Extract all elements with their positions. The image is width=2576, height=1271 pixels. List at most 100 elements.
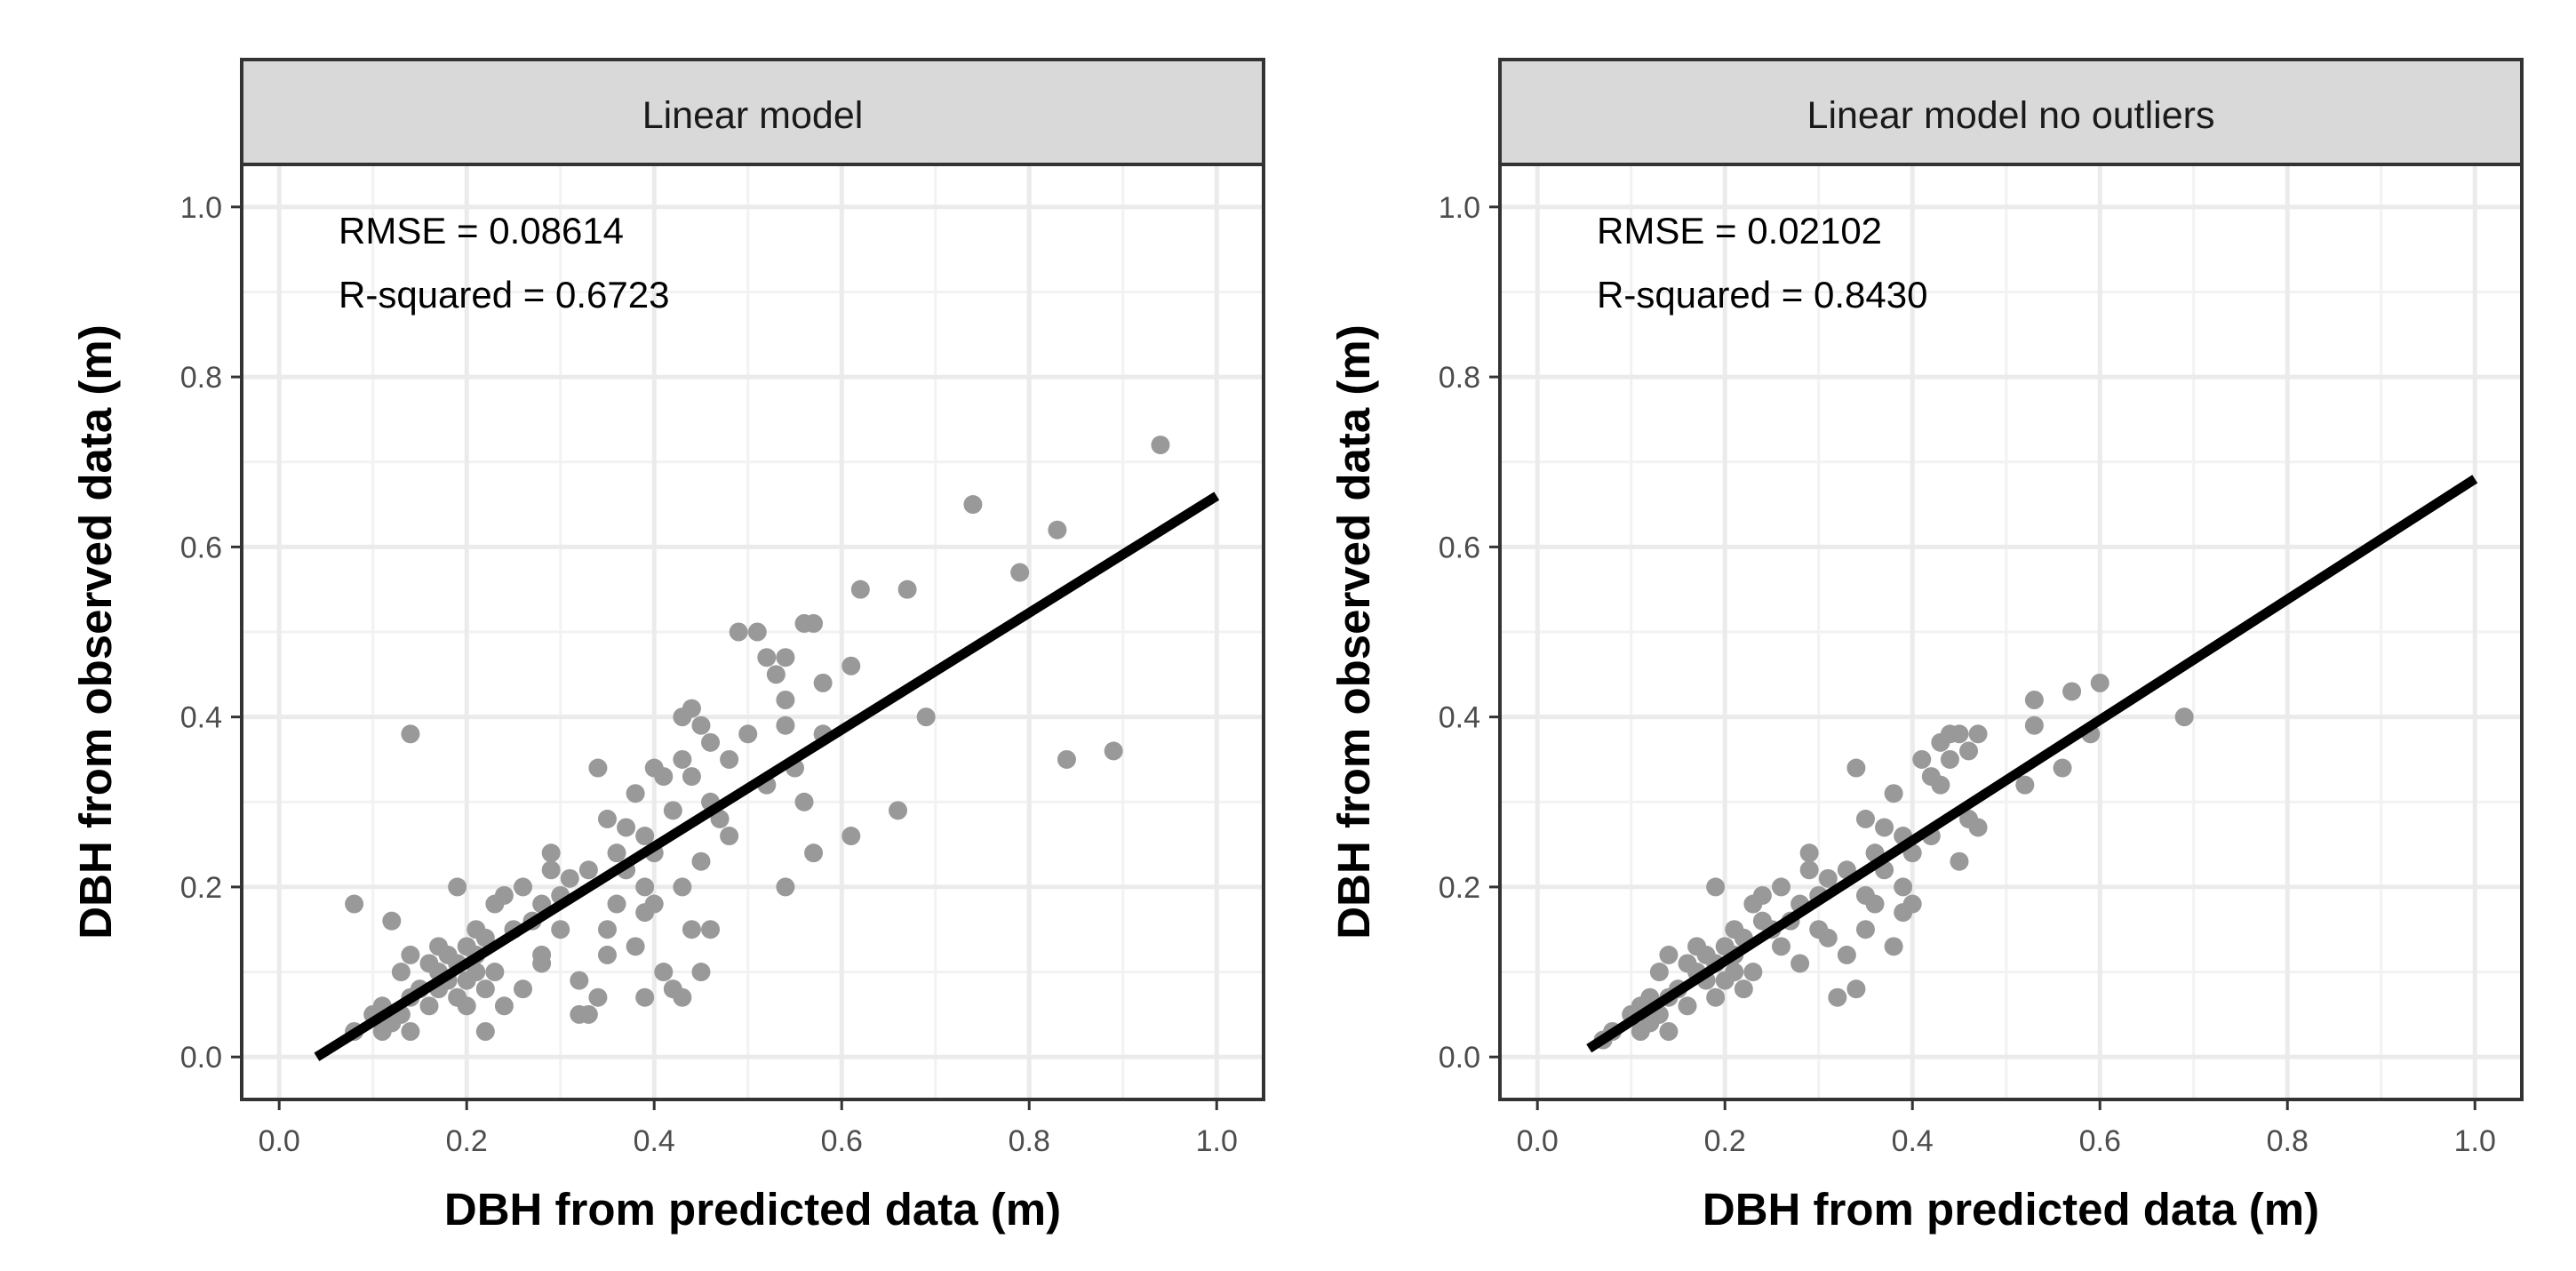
data-point: [682, 699, 701, 718]
data-point: [532, 945, 552, 964]
data-point: [1940, 749, 1959, 769]
data-point: [1894, 877, 1913, 897]
x-tick-label: 1.0: [1196, 1124, 1238, 1158]
strip-background: [1498, 58, 2524, 166]
panel-linear-model-no-outliers: Linear model no outliers RMSE = 0.02102 …: [1328, 58, 2524, 1235]
data-point: [804, 843, 824, 863]
data-point: [757, 648, 777, 667]
data-point: [588, 758, 608, 778]
data-point: [597, 945, 617, 964]
x-tick-label: 0.8: [1009, 1124, 1050, 1158]
data-point: [1790, 954, 1810, 973]
data-point: [850, 580, 870, 599]
data-point: [1678, 996, 1697, 1016]
y-tick-label: 1.0: [1439, 191, 1480, 225]
data-point: [1649, 963, 1669, 982]
data-point: [401, 1021, 420, 1041]
data-point: [578, 860, 598, 880]
data-point: [1010, 563, 1030, 582]
data-point: [485, 963, 505, 982]
data-point: [729, 622, 748, 642]
data-point: [776, 648, 795, 667]
data-point: [654, 767, 674, 787]
data-point: [494, 885, 514, 905]
y-tick-label: 0.0: [180, 1041, 222, 1075]
data-point: [1706, 877, 1726, 897]
y-axis: 0.0 0.2 0.4 0.6 0.8 1.0: [1439, 191, 1500, 1075]
data-point: [607, 843, 626, 863]
data-point: [494, 996, 514, 1016]
data-point: [644, 894, 664, 914]
data-point: [2090, 673, 2109, 692]
data-point: [776, 877, 795, 897]
data-point: [738, 724, 758, 744]
data-point: [2062, 682, 2082, 701]
data-point: [448, 877, 467, 897]
y-tick-label: 1.0: [180, 191, 222, 225]
data-point: [663, 801, 682, 820]
data-point: [401, 945, 420, 964]
data-point: [1706, 987, 1726, 1007]
data-point: [1884, 937, 1903, 956]
data-point: [1846, 758, 1866, 778]
data-point: [391, 963, 411, 982]
data-point: [1855, 809, 1875, 828]
data-point: [457, 996, 476, 1016]
data-point: [841, 656, 861, 675]
data-point: [2024, 691, 2044, 710]
panel-title: Linear model: [642, 94, 864, 137]
data-point: [1799, 860, 1819, 880]
data-point: [1950, 851, 1969, 871]
data-point: [1959, 741, 1979, 761]
data-point: [626, 937, 645, 956]
data-point: [597, 809, 617, 828]
data-point: [1846, 979, 1866, 999]
data-point: [1725, 920, 1744, 939]
data-point: [570, 971, 589, 990]
data-point: [1752, 885, 1772, 905]
x-axis-title: DBH from predicted data (m): [1703, 1184, 2319, 1235]
data-point: [1659, 945, 1679, 964]
x-axis-title: DBH from predicted data (m): [444, 1184, 1061, 1235]
fit-line: [1586, 475, 2478, 1053]
data-point: [720, 827, 739, 846]
data-point: [720, 749, 739, 769]
y-tick-label: 0.0: [1439, 1041, 1480, 1075]
data-point: [635, 827, 655, 846]
data-point: [578, 1004, 598, 1024]
data-point: [691, 715, 711, 735]
x-tick-label: 0.2: [1704, 1124, 1746, 1158]
data-point: [1855, 885, 1875, 905]
data-point: [1968, 818, 1988, 837]
data-point: [2053, 758, 2072, 778]
data-point: [1855, 920, 1875, 939]
data-point: [1659, 1021, 1679, 1041]
data-point: [1743, 963, 1763, 982]
data-point: [682, 920, 701, 939]
strip-background: [240, 58, 1265, 166]
y-axis: 0.0 0.2 0.4 0.6 0.8 1.0: [180, 191, 242, 1075]
x-tick-label: 0.0: [1517, 1124, 1559, 1158]
y-tick-label: 0.4: [180, 701, 222, 735]
data-point: [541, 843, 561, 863]
y-axis-title: DBH from observed data (m): [1328, 324, 1379, 939]
data-point: [776, 691, 795, 710]
data-point: [794, 792, 814, 811]
data-point: [841, 827, 861, 846]
data-point: [673, 987, 692, 1007]
data-point: [691, 851, 711, 871]
data-point: [963, 495, 983, 515]
y-tick-label: 0.2: [1439, 871, 1480, 905]
data-point: [401, 724, 420, 744]
x-tick-label: 0.4: [634, 1124, 675, 1158]
data-point: [682, 767, 701, 787]
data-point: [673, 877, 692, 897]
y-tick-label: 0.6: [1439, 531, 1480, 564]
data-point: [1799, 843, 1819, 863]
data-point: [1902, 894, 1922, 914]
grid-layer: [242, 164, 1264, 1099]
y-tick-label: 0.8: [1439, 361, 1480, 395]
x-tick-label: 0.2: [446, 1124, 488, 1158]
data-point: [1104, 741, 1123, 761]
